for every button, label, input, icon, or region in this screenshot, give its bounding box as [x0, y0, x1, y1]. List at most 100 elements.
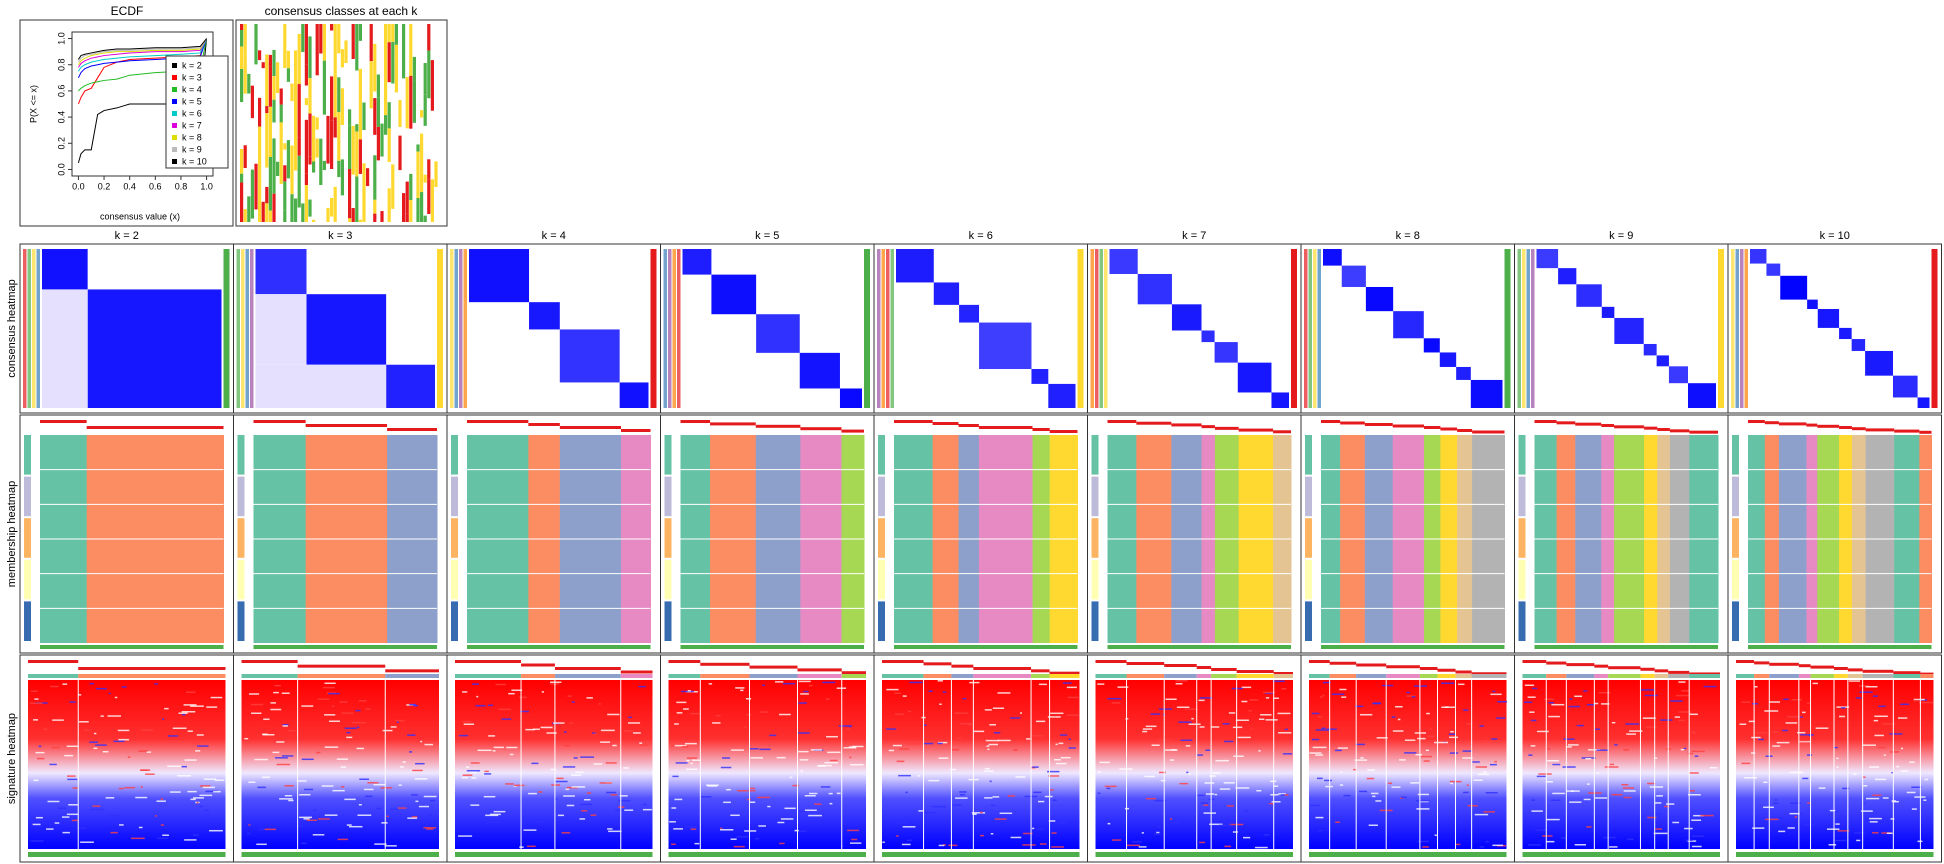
- signature-noise: [1420, 800, 1429, 803]
- class-bar: [1236, 670, 1274, 673]
- signature-noise: [1309, 752, 1322, 754]
- signature-noise: [906, 743, 921, 745]
- class-cell: [243, 145, 247, 169]
- class-bar: [1689, 672, 1720, 676]
- signature-noise: [1205, 793, 1215, 795]
- signature-noise: [463, 818, 478, 821]
- class-bar: [1522, 660, 1547, 663]
- signature-noise: [1423, 760, 1430, 762]
- consensus-block: [1656, 355, 1669, 367]
- signature-noise: [918, 810, 924, 812]
- signature-noise: [580, 756, 594, 758]
- class-cell: [412, 24, 416, 57]
- class-bar: [1364, 423, 1393, 426]
- signature-noise: [750, 787, 755, 790]
- annotation: [664, 476, 672, 517]
- signature-noise: [1222, 723, 1230, 725]
- signature-noise: [959, 722, 973, 725]
- signature-noise: [1703, 685, 1717, 688]
- column-title: k = 10: [1820, 230, 1850, 242]
- class-bar: [1455, 670, 1472, 674]
- annotation: [24, 518, 31, 558]
- class-cell: [423, 198, 427, 216]
- class-cell: [301, 203, 305, 222]
- signature-noise: [390, 808, 398, 810]
- consensus-block: [1558, 268, 1577, 285]
- consensus-block: [1687, 383, 1716, 408]
- consensus-block: [1201, 330, 1215, 343]
- class-cell: [423, 182, 427, 199]
- signature-noise: [1170, 822, 1180, 824]
- class-cell: [373, 91, 377, 99]
- signature-noise: [1066, 686, 1077, 689]
- signature-noise: [1645, 726, 1657, 728]
- signature-noise: [380, 787, 393, 789]
- group-bar: [1769, 674, 1799, 678]
- signature-noise: [244, 737, 249, 740]
- signature-noise: [381, 822, 388, 824]
- legend-swatch: [172, 99, 177, 104]
- signature-noise: [1828, 844, 1837, 846]
- signature-noise: [984, 767, 990, 770]
- signature-noise: [33, 779, 39, 782]
- class-bar: [1440, 427, 1458, 431]
- signature-noise: [263, 718, 270, 721]
- signature-noise: [187, 730, 193, 732]
- annotation: [881, 249, 885, 408]
- signature-noise: [1791, 698, 1802, 701]
- signature-noise: [1681, 690, 1690, 692]
- class-cell: [301, 142, 305, 168]
- signature-noise: [1391, 786, 1401, 788]
- signature-noise: [1543, 698, 1555, 700]
- class-cell: [250, 85, 254, 119]
- annotation: [664, 518, 672, 558]
- class-cell: [344, 24, 348, 41]
- signature-noise: [1660, 719, 1673, 721]
- class-bar: [1471, 672, 1507, 676]
- signature-noise: [567, 695, 572, 697]
- signature-noise: [365, 708, 371, 710]
- annotation: [1526, 249, 1530, 408]
- signature-noise: [505, 783, 514, 785]
- annotation: [237, 601, 245, 641]
- class-cell: [279, 24, 283, 68]
- class-cell: [286, 130, 290, 141]
- signature-noise: [987, 748, 990, 751]
- signature-noise: [562, 766, 576, 768]
- signature-noise: [1859, 685, 1869, 687]
- group-bar: [1546, 674, 1567, 678]
- signature-noise: [124, 786, 135, 789]
- consensus-block: [1393, 311, 1424, 339]
- annotation: [1305, 435, 1312, 475]
- signature-noise: [155, 815, 158, 817]
- consensus-block: [1536, 249, 1559, 269]
- signature-noise: [1425, 749, 1429, 752]
- signature-noise: [337, 838, 349, 841]
- class-cell: [398, 135, 402, 171]
- class-cell: [250, 118, 254, 170]
- signature-noise: [519, 710, 529, 713]
- group-bar: [1654, 674, 1669, 678]
- class-cell: [261, 201, 265, 222]
- annotation: [459, 249, 463, 408]
- signature-noise: [466, 769, 481, 772]
- signature-noise: [907, 839, 913, 842]
- signature-noise: [472, 683, 479, 685]
- signature-noise: [1863, 776, 1866, 778]
- class-cell: [373, 213, 377, 222]
- group-bar: [749, 674, 798, 678]
- signature-noise: [591, 732, 596, 734]
- signature-noise: [687, 690, 691, 692]
- signature-noise: [1906, 791, 1916, 794]
- class-cell: [427, 24, 431, 51]
- signature-noise: [1322, 694, 1325, 697]
- signature-noise: [1609, 763, 1614, 766]
- signature-noise: [1623, 790, 1636, 792]
- annotation: [467, 645, 651, 649]
- signature-noise: [484, 770, 489, 773]
- annotation: [878, 518, 885, 558]
- annotation: [1305, 518, 1312, 558]
- signature-noise: [513, 784, 525, 787]
- signature-noise: [948, 844, 958, 847]
- signature-noise: [525, 728, 535, 731]
